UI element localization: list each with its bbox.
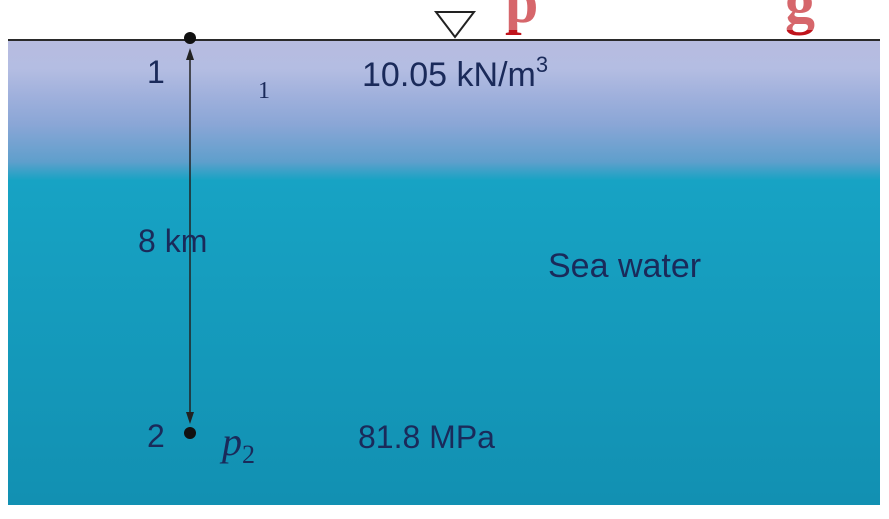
- fluid-label: Sea water: [548, 247, 701, 285]
- point-label: 2: [147, 418, 165, 454]
- point-2: [184, 427, 196, 439]
- subscript: 1: [258, 78, 270, 104]
- point-label: 1: [147, 54, 165, 90]
- depth-label: 8 km: [138, 223, 207, 259]
- specific-weight-value: 10.05 kN/m: [362, 56, 536, 94]
- page: p g 1 1 10.05 kN/m3 8 km Sea water 2 p2 …: [0, 0, 889, 519]
- subscript: 2: [242, 440, 255, 469]
- specific-weight: 10.05 kN/m3: [362, 52, 548, 94]
- pressure-value: 81.8 MPa: [358, 419, 495, 455]
- point-1: [184, 32, 196, 44]
- symbol: p: [219, 419, 242, 464]
- exponent: 3: [536, 52, 548, 77]
- diagram: p g 1 1 10.05 kN/m3 8 km Sea water 2 p2 …: [0, 0, 889, 519]
